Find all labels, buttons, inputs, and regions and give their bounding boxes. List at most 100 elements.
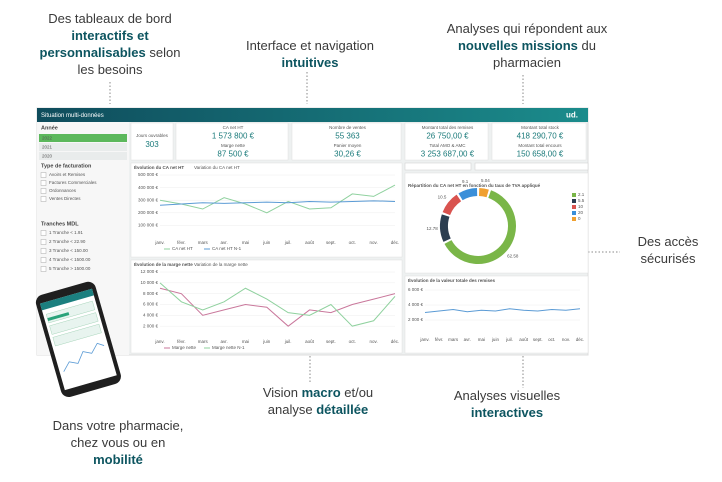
- legend-label: 2.1: [578, 192, 585, 197]
- kpi-value: 1 573 800 €: [212, 132, 255, 141]
- x-tick-label: janv.: [154, 339, 164, 344]
- callout-line: pharmacien: [493, 55, 561, 70]
- legend-swatch: [572, 199, 576, 203]
- checkbox[interactable]: [40, 172, 47, 178]
- x-tick-label: déc.: [576, 337, 585, 342]
- kpi-card: [130, 122, 174, 161]
- y-tick-label: 200 000 €: [138, 210, 159, 215]
- series-line: [159, 184, 396, 214]
- callout-bold: interactives: [471, 405, 543, 420]
- kpi-value: 26 750,00 €: [426, 132, 469, 141]
- kpi-card: [175, 122, 289, 161]
- checkbox[interactable]: [40, 230, 47, 236]
- x-tick-label: nov.: [370, 339, 378, 344]
- checkbox-label: Ordonnances: [49, 188, 77, 193]
- phone-header: [40, 288, 94, 311]
- callout-text: analyse: [268, 402, 316, 417]
- x-tick-label: mai: [478, 337, 485, 342]
- checkbox[interactable]: [40, 196, 47, 202]
- donut-value: 9.1: [462, 179, 469, 184]
- x-tick-label: sept.: [326, 339, 336, 344]
- donut-segment[interactable]: [458, 188, 478, 201]
- callout-text: Dans votre pharmacie,: [53, 418, 184, 433]
- checkbox[interactable]: [40, 248, 47, 254]
- y-tick-label: 4 000 €: [408, 302, 424, 307]
- x-tick-label: oct.: [349, 339, 356, 344]
- checkbox[interactable]: [40, 239, 47, 245]
- x-tick-label: sept.: [326, 240, 336, 245]
- chart-title: Évolution de la valeur totale des remise…: [408, 276, 496, 283]
- donut-segment[interactable]: [478, 188, 489, 198]
- callout-bold: détaillée: [316, 402, 368, 417]
- donut-value: 12.78: [426, 226, 438, 231]
- checkbox-label: 1 Tranche < 1.91: [49, 230, 83, 235]
- year-option[interactable]: [39, 134, 127, 142]
- filter-title: Tranches MDL: [41, 221, 79, 227]
- series-line: [424, 308, 581, 313]
- y-tick-label: 400 000 €: [138, 185, 159, 190]
- phone-card: [49, 312, 99, 335]
- x-tick-label: juil.: [284, 339, 292, 344]
- callout-text: et/ou: [341, 385, 374, 400]
- x-tick-label: août: [305, 240, 315, 245]
- callout-text: Vision: [263, 385, 302, 400]
- donut-segment[interactable]: [440, 214, 451, 242]
- y-tick-label: 12 000 €: [140, 269, 158, 274]
- kpi-label: Jours ouvrables: [136, 133, 169, 138]
- chart-tab[interactable]: Variation de la marge nette: [194, 262, 248, 267]
- filter-title: Type de facturation: [41, 163, 92, 169]
- y-tick-label: 2 000 €: [143, 323, 159, 328]
- callout-bold: macro: [302, 385, 341, 400]
- kpi-label: Marge nette: [221, 143, 246, 148]
- callout-text: Analyses visuelles: [454, 388, 561, 403]
- x-tick-label: févr.: [177, 240, 186, 245]
- kpi-label: Montant total stock: [521, 125, 560, 130]
- dashboard-header: [37, 108, 588, 122]
- callout-bold: mobilité: [93, 452, 143, 467]
- phone-card: [52, 323, 102, 347]
- donut-value: 62.58: [507, 253, 519, 258]
- kpi-label: Montant total des remises: [422, 125, 474, 130]
- callout-line: personnalisables selon: [40, 45, 181, 60]
- x-tick-label: janv.: [419, 337, 429, 342]
- legend-swatch: [572, 193, 576, 197]
- checkbox-label: Factures Commerciales: [49, 180, 97, 185]
- logo: ud.: [566, 111, 578, 120]
- checkbox-label: Ventes Directes: [49, 196, 81, 201]
- x-tick-label: août: [305, 339, 315, 344]
- y-tick-label: 8 000 €: [143, 291, 159, 296]
- year-option[interactable]: [39, 143, 127, 151]
- year-option[interactable]: [39, 152, 127, 160]
- callout-text: les besoins: [77, 62, 143, 77]
- checkbox[interactable]: [40, 257, 47, 263]
- checkbox-label: 4 Tranche < 1500.00: [49, 257, 91, 262]
- chart-tab[interactable]: Évolution de la marge nette: [134, 260, 193, 267]
- series-line: [159, 200, 396, 206]
- checkbox[interactable]: [40, 188, 47, 194]
- dropdown[interactable]: [474, 162, 589, 171]
- x-tick-label: mai: [242, 339, 249, 344]
- x-tick-label: août: [519, 337, 529, 342]
- kpi-value: 418 290,70 €: [517, 132, 564, 141]
- filter-title: Année: [41, 125, 58, 131]
- chart-tab[interactable]: Évolution du CA net HT: [134, 163, 184, 170]
- x-tick-label: avr.: [220, 240, 227, 245]
- checkbox[interactable]: [40, 180, 47, 186]
- x-tick-label: mai: [242, 240, 249, 245]
- connectors: [109, 72, 620, 388]
- chart-tab[interactable]: Variation du CA net HT: [194, 165, 240, 170]
- panel: [404, 275, 589, 354]
- callout-text: du: [578, 38, 596, 53]
- kpi-value: 55 363: [335, 132, 360, 141]
- callout-line: Analyses qui répondent aux: [447, 21, 608, 36]
- donut-segment[interactable]: [444, 190, 516, 264]
- x-tick-label: févr.: [177, 339, 186, 344]
- callout-text: chez vous ou en: [71, 435, 166, 450]
- checkbox[interactable]: [40, 266, 47, 272]
- callout-line: Interface et navigation: [246, 38, 374, 53]
- dropdown[interactable]: [404, 162, 472, 171]
- donut-segment[interactable]: [442, 194, 462, 216]
- chart-title: Répartition du CA net HT en fonction du …: [408, 183, 541, 188]
- kpi-value: 3 253 687,00 €: [421, 150, 475, 159]
